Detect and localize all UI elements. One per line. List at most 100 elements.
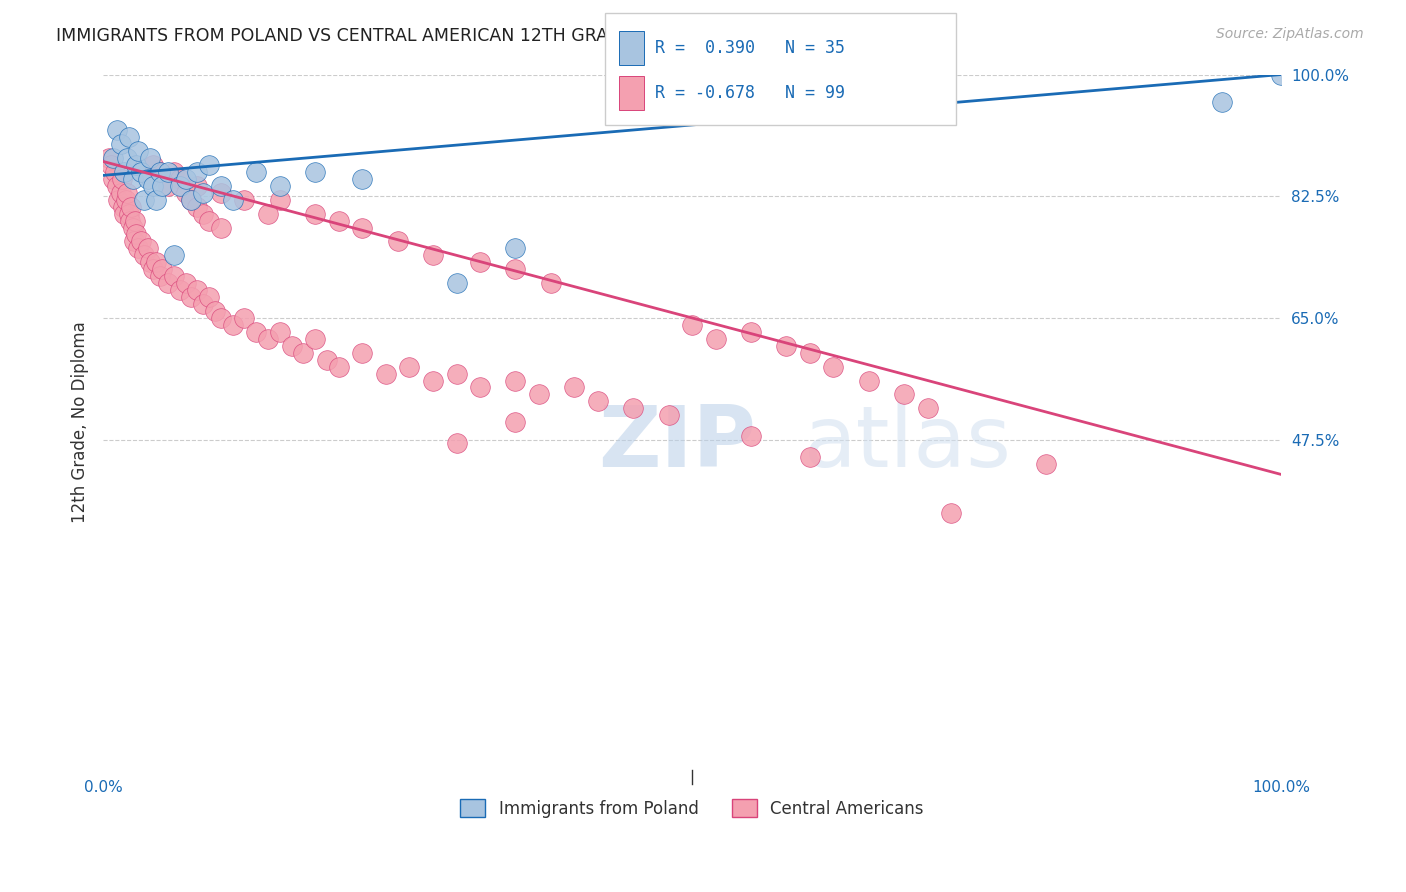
Point (149, 269, 172, 284)
Point (139, 255, 162, 269)
Point (163, 269, 186, 284)
Point (328, 359, 350, 374)
Point (101, 151, 124, 165)
Point (799, 450, 821, 464)
Y-axis label: 12th Grade, No Diploma: 12th Grade, No Diploma (72, 321, 89, 523)
Point (704, 332, 727, 346)
Point (186, 178, 208, 193)
Point (180, 193, 202, 207)
Point (505, 374, 527, 388)
Point (527, 387, 550, 401)
Point (180, 193, 202, 207)
Point (107, 193, 129, 207)
Point (204, 304, 226, 318)
Point (186, 200, 208, 214)
Point (505, 415, 527, 429)
Point (115, 186, 138, 200)
Point (198, 290, 221, 304)
Text: R = -0.678   N = 99: R = -0.678 N = 99 (655, 84, 845, 102)
Point (198, 213, 221, 227)
Point (149, 165, 172, 179)
Point (125, 227, 148, 242)
Point (209, 186, 232, 200)
Point (352, 171, 374, 186)
Point (586, 394, 609, 409)
Text: Source: ZipAtlas.com: Source: ZipAtlas.com (1216, 27, 1364, 41)
Point (129, 235, 152, 249)
Point (174, 276, 197, 290)
Point (422, 248, 444, 262)
Point (114, 193, 136, 207)
Point (149, 165, 172, 179)
Point (180, 290, 202, 304)
Point (145, 193, 167, 207)
Point (115, 151, 138, 165)
Point (562, 380, 585, 394)
Point (257, 332, 280, 346)
Point (540, 276, 562, 290)
Text: R =  0.390   N = 35: R = 0.390 N = 35 (655, 39, 845, 57)
Point (209, 310, 232, 325)
Point (105, 123, 128, 137)
Point (352, 220, 374, 235)
Point (139, 151, 162, 165)
Point (112, 165, 135, 179)
Point (120, 200, 142, 214)
Point (193, 186, 215, 200)
Point (104, 165, 127, 179)
Point (422, 374, 444, 388)
Point (150, 178, 173, 193)
Point (304, 165, 326, 179)
Point (621, 401, 644, 416)
Point (125, 158, 148, 172)
Point (198, 158, 221, 172)
Point (169, 178, 191, 193)
Point (136, 241, 159, 255)
Point (209, 178, 232, 193)
Point (468, 380, 491, 394)
Point (446, 436, 468, 450)
Point (174, 171, 197, 186)
Point (100, 158, 122, 172)
Point (163, 248, 186, 262)
Point (150, 262, 173, 277)
Point (681, 318, 703, 332)
Point (1211, 95, 1233, 110)
Point (169, 283, 191, 297)
Point (222, 318, 245, 332)
Point (658, 409, 681, 423)
Point (163, 165, 186, 179)
Point (105, 178, 128, 193)
Point (304, 332, 326, 346)
Point (120, 213, 142, 227)
Text: atlas: atlas (804, 401, 1012, 484)
Point (328, 213, 350, 227)
Point (893, 387, 915, 401)
Point (186, 165, 208, 179)
Point (156, 276, 179, 290)
Point (505, 262, 527, 277)
Point (917, 401, 939, 416)
Point (193, 206, 215, 220)
Point (174, 186, 197, 200)
Point (169, 171, 191, 186)
Point (269, 325, 291, 339)
Point (110, 186, 132, 200)
Point (233, 193, 256, 207)
Point (269, 178, 291, 193)
Point (134, 248, 156, 262)
Point (941, 506, 963, 520)
Point (101, 171, 124, 186)
Point (112, 200, 135, 214)
Point (142, 158, 165, 172)
Point (127, 144, 149, 158)
Point (142, 178, 165, 193)
Point (740, 429, 762, 443)
Point (505, 241, 527, 255)
Point (145, 255, 167, 269)
Point (292, 345, 315, 359)
Point (823, 359, 845, 374)
Point (98, 151, 121, 165)
Point (446, 276, 468, 290)
Point (121, 220, 143, 235)
